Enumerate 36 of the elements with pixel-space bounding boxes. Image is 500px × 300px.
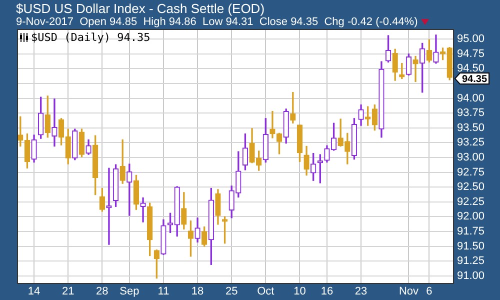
x-tick-label: Sep [120,286,140,298]
y-tick-label: 94.50 [457,62,485,75]
y-tick-label: 94.00 [457,92,485,104]
chart-subtitle: 9-Nov-2017 Open 94.85 High 94.86 Low 94.31 Close 94.35 Chg -0.42 (-0.44%) [16,16,418,28]
x-tick-label: 16 [320,286,334,298]
y-tick-label: 91.75 [457,226,485,238]
y-tick-label: 91.00 [457,270,485,282]
y-tick-label: 92.50 [457,181,485,194]
x-tick-label: 25 [225,286,238,298]
x-tick-label: Oct [257,286,274,298]
x-tick-label: 23 [354,286,368,298]
y-tick-label: 92.00 [457,210,485,223]
x-tick-label: 14 [28,286,40,298]
candlestick [140,197,146,222]
y-tick-label: 93.25 [457,136,485,149]
y-tick-label: 91.25 [457,255,485,268]
y-tick-label: 94.75 [457,48,485,60]
x-tick-label: 10 [294,286,306,298]
y-tick-label: 91.50 [457,240,485,252]
x-tick-label: 6 [426,286,432,298]
x-tick-label: 11 [158,286,170,298]
y-tick-label: 93.75 [457,107,485,120]
text: 94.35 [462,74,488,85]
x-tick-label: 28 [96,286,108,298]
candlestick [52,98,58,147]
candlestick [412,56,418,82]
y-tick-label: 93.00 [457,152,485,164]
y-tick-label: 93.50 [457,122,485,134]
y-tick-label: 92.75 [457,166,485,178]
x-tick-label: 18 [191,286,204,298]
annotation: $USD (Daily) 94.35 [31,31,150,44]
chart-title: $USD US Dollar Index - Cash Settle (EOD) [16,1,265,16]
x-tick-label: 21 [62,286,74,298]
y-tick-label: 92.25 [457,196,485,208]
y-tick-label: 95.00 [457,33,485,46]
x-tick-label: Nov [398,286,419,298]
